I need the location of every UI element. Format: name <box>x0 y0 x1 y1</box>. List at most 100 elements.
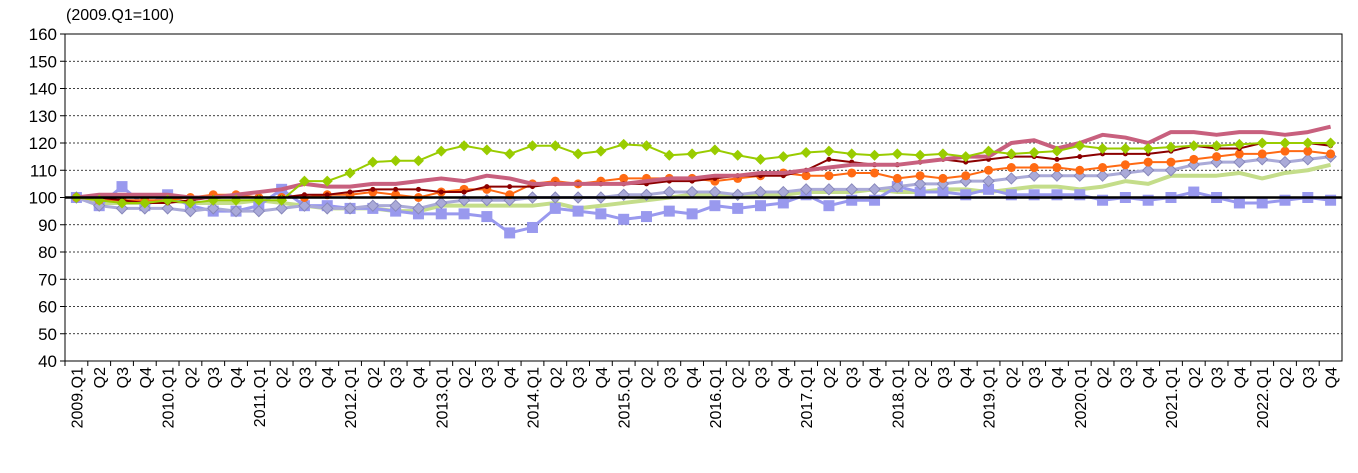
marker <box>846 194 858 206</box>
marker <box>370 186 376 192</box>
marker <box>1054 156 1060 162</box>
marker <box>1188 140 1200 152</box>
marker <box>435 196 448 210</box>
marker <box>461 189 467 195</box>
marker <box>846 148 858 160</box>
marker <box>572 148 584 160</box>
marker <box>252 204 266 218</box>
x-tick-label: Q4 <box>1050 367 1067 388</box>
x-tick-label: Q2 <box>1187 367 1204 388</box>
marker <box>824 171 834 181</box>
marker <box>1303 146 1313 156</box>
marker <box>324 192 330 198</box>
marker <box>914 149 926 161</box>
marker <box>1325 137 1337 149</box>
y-tick-label: 50 <box>38 325 57 344</box>
y-tick-label: 120 <box>29 134 57 153</box>
marker <box>1143 157 1153 167</box>
marker <box>686 148 698 160</box>
x-tick-label: Q4 <box>776 367 793 388</box>
marker <box>229 204 243 218</box>
x-tick-label: 2020.Q1 <box>1073 367 1090 428</box>
marker <box>870 168 880 178</box>
marker <box>507 184 513 190</box>
x-tick-label: 2019.Q1 <box>982 367 999 428</box>
marker <box>640 211 652 223</box>
x-tick-label: Q3 <box>1118 367 1135 388</box>
marker <box>343 202 357 215</box>
y-tick-label: 160 <box>29 25 57 44</box>
x-tick-label: Q4 <box>138 367 155 388</box>
marker <box>415 186 421 192</box>
marker <box>389 199 402 212</box>
marker <box>1326 149 1336 159</box>
marker <box>801 171 811 181</box>
marker <box>777 151 789 163</box>
x-tick-label: Q4 <box>1324 367 1341 388</box>
marker <box>663 149 675 161</box>
marker <box>1098 163 1108 173</box>
marker <box>640 140 652 152</box>
x-tick-label: Q2 <box>457 367 474 388</box>
x-tick-label: Q4 <box>1232 367 1249 388</box>
marker <box>845 183 858 196</box>
x-tick-label: Q4 <box>503 367 520 388</box>
x-tick-label: Q2 <box>1278 367 1295 388</box>
marker <box>1142 194 1154 206</box>
x-tick-label: Q2 <box>548 367 565 388</box>
x-tick-label: 2022.Q1 <box>1255 367 1272 428</box>
marker <box>366 199 380 212</box>
marker <box>1233 155 1246 169</box>
marker <box>1074 140 1086 152</box>
marker <box>618 138 630 150</box>
x-tick-label: Q2 <box>731 367 748 388</box>
marker <box>1005 148 1017 160</box>
marker <box>458 208 470 220</box>
marker <box>484 184 490 190</box>
x-tick-label: 2018.Q1 <box>890 367 907 428</box>
annotation: (2009.Q1=100) <box>66 7 174 24</box>
marker <box>344 167 356 179</box>
marker <box>1005 172 1018 185</box>
y-tick-label: 70 <box>38 270 57 289</box>
marker <box>435 145 447 157</box>
y-tick-label: 110 <box>30 161 57 180</box>
marker <box>800 147 812 159</box>
marker <box>1141 164 1155 177</box>
marker <box>937 186 949 198</box>
marker <box>1051 145 1063 157</box>
marker <box>595 208 607 220</box>
x-tick-label: Q4 <box>1141 367 1158 388</box>
series-line <box>75 162 1332 214</box>
x-tick-label: Q3 <box>571 367 588 388</box>
marker <box>984 165 994 175</box>
x-tick-label: Q3 <box>389 367 406 388</box>
marker <box>1097 142 1109 154</box>
marker <box>347 189 353 195</box>
marker <box>1302 137 1314 149</box>
marker <box>1075 165 1085 175</box>
marker <box>1256 197 1268 209</box>
x-tick-label: Q2 <box>1004 367 1021 388</box>
marker <box>412 202 425 215</box>
marker <box>481 211 493 223</box>
marker <box>393 186 399 192</box>
x-tick-label: 2016.Q1 <box>708 367 725 428</box>
marker <box>1301 153 1314 166</box>
marker <box>504 227 516 239</box>
x-tick-label: Q2 <box>183 367 200 388</box>
marker <box>686 208 698 220</box>
marker <box>504 148 516 160</box>
marker <box>709 144 721 156</box>
marker <box>1119 142 1131 154</box>
marker <box>1120 160 1130 170</box>
marker <box>549 202 561 214</box>
x-tick-label: 2012.Q1 <box>343 367 360 428</box>
x-tick-label: Q2 <box>92 367 109 388</box>
marker <box>390 155 402 167</box>
marker <box>1233 138 1245 150</box>
x-tick-label: Q4 <box>320 367 337 388</box>
marker <box>184 204 197 218</box>
series-line <box>76 124 1332 200</box>
x-tick-label: Q3 <box>1301 367 1318 388</box>
